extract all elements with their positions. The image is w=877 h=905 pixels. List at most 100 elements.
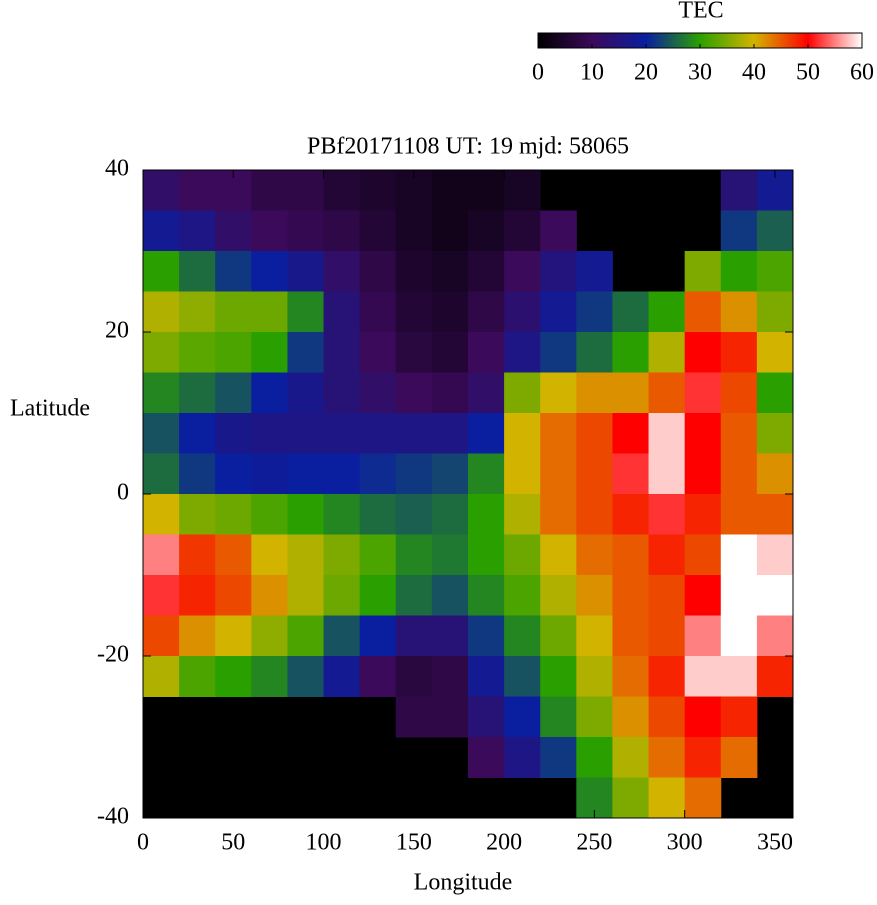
heatmap-cell: [576, 615, 613, 657]
heatmap-cell: [395, 413, 433, 454]
heatmap-cell: [684, 737, 722, 778]
heatmap-cell: [684, 372, 722, 414]
heatmap-cell: [720, 372, 758, 414]
heatmap-cell: [576, 291, 613, 333]
heatmap-cell: [468, 494, 505, 535]
heatmap-cell: [540, 534, 577, 576]
y-tick-label: 20: [105, 318, 129, 344]
heatmap-cell: [431, 210, 469, 252]
heatmap-cell: [251, 534, 288, 576]
y-tick-label: -20: [97, 642, 129, 668]
heatmap-cell: [720, 170, 758, 211]
heatmap-cell: [359, 534, 397, 576]
heatmap-cell: [395, 291, 433, 333]
heatmap-cell: [179, 170, 216, 211]
heatmap-cell: [540, 575, 577, 616]
heatmap-cell: [648, 332, 686, 373]
heatmap-cell: [612, 453, 650, 495]
heatmap-cell: [323, 534, 361, 576]
heatmap-cell: [720, 332, 758, 373]
heatmap-cell: [576, 575, 613, 616]
heatmap-cell: [431, 170, 469, 211]
x-tick-label: 150: [396, 830, 432, 856]
heatmap-cell: [756, 291, 794, 333]
heatmap-cell: [648, 534, 686, 576]
heatmap-cell: [143, 332, 180, 373]
colorbar-label: TEC: [678, 0, 723, 24]
heatmap-cell: [395, 210, 433, 252]
heatmap-cell: [323, 291, 361, 333]
heatmap-cell: [287, 656, 325, 697]
heatmap-cell: [720, 575, 758, 616]
heatmap-cell: [215, 332, 252, 373]
heatmap-cell: [576, 696, 613, 738]
heatmap-cell: [359, 453, 397, 495]
heatmap-cell: [143, 534, 180, 576]
heatmap-cell: [504, 291, 541, 333]
heatmap-cell: [756, 494, 794, 535]
heatmap-cell: [504, 251, 541, 292]
heatmap-cell: [468, 210, 505, 252]
heatmap-cell: [684, 534, 722, 576]
heatmap-cell: [756, 656, 794, 697]
heatmap-cell: [179, 656, 216, 697]
heatmap-cell: [323, 251, 361, 292]
heatmap-cell: [179, 453, 216, 495]
heatmap-cell: [431, 372, 469, 414]
heatmap-cell: [756, 615, 794, 657]
heatmap-cell: [540, 615, 577, 657]
heatmap-cell: [323, 332, 361, 373]
heatmap-cell: [395, 251, 433, 292]
heatmap-cell: [540, 413, 577, 454]
y-tick-label: 40: [105, 156, 129, 182]
heatmap-cell: [756, 453, 794, 495]
heatmap-cell: [179, 291, 216, 333]
heatmap-cell: [468, 737, 505, 778]
heatmap-cell: [251, 453, 288, 495]
heatmap-cell: [431, 453, 469, 495]
colorbar-tick-label: 50: [796, 60, 820, 86]
heatmap-cell: [287, 534, 325, 576]
heatmap-cell: [215, 534, 252, 576]
heatmap-cell: [287, 575, 325, 616]
heatmap-cell: [504, 615, 541, 657]
heatmap-cell: [359, 332, 397, 373]
heatmap-cell: [576, 251, 613, 292]
heatmap-cell: [720, 656, 758, 697]
heatmap-cell: [468, 575, 505, 616]
heatmap-cell: [431, 251, 469, 292]
y-axis-label: Latitude: [10, 396, 90, 422]
heatmap-cell: [720, 737, 758, 778]
heatmap-cell: [468, 413, 505, 454]
heatmap-cell: [359, 291, 397, 333]
heatmap-cell: [504, 332, 541, 373]
heatmap-cell: [215, 494, 252, 535]
heatmap-cell: [323, 413, 361, 454]
heatmap-cell: [359, 251, 397, 292]
heatmap-cell: [431, 696, 469, 738]
heatmap-cell: [648, 696, 686, 738]
colorbar-tick-label: 30: [688, 60, 712, 86]
colorbar-tick-label: 10: [580, 60, 604, 86]
heatmap-cell: [720, 534, 758, 576]
heatmap-cell: [576, 737, 613, 778]
heatmap-cell: [395, 615, 433, 657]
heatmap-cell: [720, 291, 758, 333]
heatmap-cell: [143, 494, 180, 535]
heatmap-cell: [215, 413, 252, 454]
heatmap-cell: [287, 413, 325, 454]
heatmap-cell: [468, 534, 505, 576]
heatmap-cell: [395, 372, 433, 414]
heatmap-cell: [179, 615, 216, 657]
heatmap-cell: [612, 575, 650, 616]
heatmap-cell: [323, 453, 361, 495]
heatmap-cell: [431, 332, 469, 373]
heatmap-cell: [756, 210, 794, 252]
heatmap-cell: [720, 251, 758, 292]
heatmap-cell: [468, 251, 505, 292]
heatmap-cell: [251, 372, 288, 414]
heatmap-cell: [359, 372, 397, 414]
heatmap-cell: [323, 170, 361, 211]
heatmap-cell: [756, 413, 794, 454]
heatmap-cell: [395, 453, 433, 495]
